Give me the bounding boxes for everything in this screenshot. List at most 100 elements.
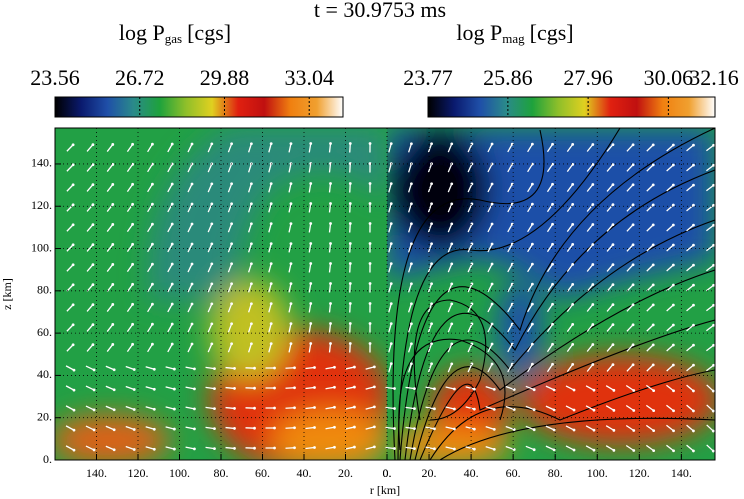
arrow	[625, 384, 635, 392]
arrow	[706, 204, 714, 212]
arrow	[666, 204, 674, 212]
arrow	[487, 343, 493, 353]
arrow	[227, 223, 233, 233]
arrow	[187, 263, 193, 273]
arrow-head	[269, 322, 273, 326]
arrow	[646, 224, 654, 232]
arrow	[546, 323, 554, 333]
arrow-head	[112, 428, 116, 432]
y-tick-label: 20.	[37, 409, 52, 423]
arrow	[487, 183, 493, 193]
arrow-head	[692, 343, 695, 347]
arrow	[585, 405, 595, 411]
arrow-head	[711, 429, 715, 433]
arrow-head	[530, 282, 534, 286]
arrow-head	[249, 342, 253, 346]
arrow	[666, 424, 674, 432]
arrow	[407, 143, 413, 153]
arrow	[606, 324, 614, 332]
arrow	[207, 183, 213, 193]
arrow-head	[592, 388, 596, 392]
arrow	[425, 426, 435, 430]
arrow	[268, 183, 272, 193]
arrow-head	[389, 242, 393, 246]
arrow	[388, 243, 392, 253]
arrow	[207, 223, 213, 233]
arrow	[606, 304, 614, 312]
arrow	[349, 183, 351, 193]
arrow	[507, 143, 513, 153]
arrow-head	[430, 362, 433, 366]
arrow-head	[289, 142, 293, 146]
arrow-head	[672, 429, 675, 433]
arrow-head	[71, 163, 75, 167]
arrow-head	[111, 283, 115, 286]
arrow	[507, 203, 513, 213]
arrow-head	[253, 446, 256, 450]
arrow-head	[210, 142, 214, 146]
arrow	[85, 445, 95, 451]
arrow-head	[269, 202, 273, 206]
arrow	[187, 283, 193, 293]
arrow	[86, 344, 94, 352]
arrow-head	[652, 449, 656, 453]
arrow	[505, 445, 515, 451]
arrow	[167, 243, 173, 253]
arrow	[445, 446, 455, 450]
x-tick-label: 120.	[629, 466, 650, 480]
arrow	[427, 303, 433, 313]
arrow	[349, 323, 351, 333]
arrow	[467, 263, 473, 273]
arrow-head	[591, 283, 595, 286]
colorbar-subscript: mag	[502, 31, 525, 46]
arrow	[227, 143, 233, 153]
arrow-head	[530, 242, 534, 246]
arrow	[86, 264, 94, 272]
arrow-head	[631, 323, 635, 327]
arrow-head	[551, 222, 554, 226]
arrow-head	[348, 342, 352, 345]
arrow-head	[450, 362, 454, 366]
arrow	[525, 445, 535, 451]
arrow-head	[571, 202, 575, 206]
arrow	[325, 366, 335, 370]
arrow	[447, 323, 453, 333]
arrow	[585, 385, 595, 391]
arrow	[646, 144, 654, 152]
x-tick-label: 120.	[128, 466, 149, 480]
arrow	[625, 424, 635, 432]
arrow-head	[530, 262, 534, 266]
arrow-head	[329, 342, 332, 345]
arrow-head	[152, 387, 156, 391]
arrow-head	[712, 183, 715, 187]
arrow-head	[611, 223, 615, 227]
arrow-head	[692, 409, 695, 413]
arrow	[527, 323, 533, 333]
arrow	[546, 343, 554, 353]
arrow	[225, 406, 235, 410]
arrow-head	[353, 365, 356, 369]
arrow-head	[711, 409, 715, 413]
arrow-head	[551, 322, 554, 326]
arrow-head	[410, 282, 413, 286]
arrow-head	[289, 262, 293, 266]
arrow	[105, 385, 115, 391]
arrow-head	[131, 202, 134, 206]
arrow	[447, 183, 453, 193]
arrow	[345, 446, 355, 450]
arrow-head	[151, 182, 154, 186]
arrow	[646, 264, 654, 272]
arrow-head	[368, 202, 372, 205]
arrow	[328, 323, 332, 333]
arrow	[207, 243, 213, 253]
arrow	[247, 183, 253, 193]
arrow	[125, 385, 135, 391]
arrow	[187, 163, 193, 173]
arrow-head	[430, 202, 433, 206]
arrow-head	[348, 142, 352, 145]
arrow	[305, 446, 315, 450]
arrow	[666, 264, 674, 272]
arrow-head	[571, 342, 575, 346]
arrow-head	[692, 223, 695, 227]
arrow-head	[131, 222, 134, 226]
